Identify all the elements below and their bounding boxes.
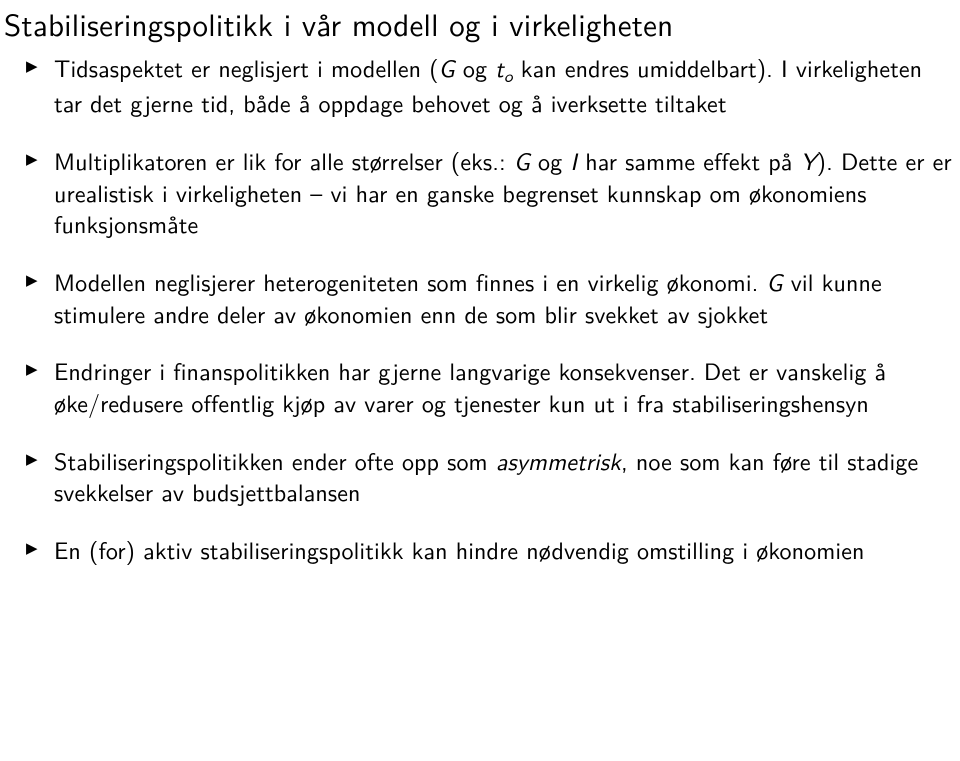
list-item: Stabiliseringspolitikken ender ofte opp … xyxy=(32,445,954,508)
bullet-list: Tidsaspektet er neglisjert i modellen (G… xyxy=(4,52,954,566)
slide-title: Stabiliseringspolitikk i vår modell og i… xyxy=(4,6,954,42)
list-item: Multiplikatoren er lik for alle størrels… xyxy=(32,145,954,240)
list-item: Modellen neglisjerer heterogeniteten som… xyxy=(32,266,954,329)
slide: Stabiliseringspolitikk i vår modell og i… xyxy=(0,0,960,566)
list-item: Endringer i finanspolitikken har gjerne … xyxy=(32,355,954,418)
list-item: En (for) aktiv stabiliseringspolitikk ka… xyxy=(32,534,954,566)
list-item: Tidsaspektet er neglisjert i modellen (G… xyxy=(32,52,954,119)
